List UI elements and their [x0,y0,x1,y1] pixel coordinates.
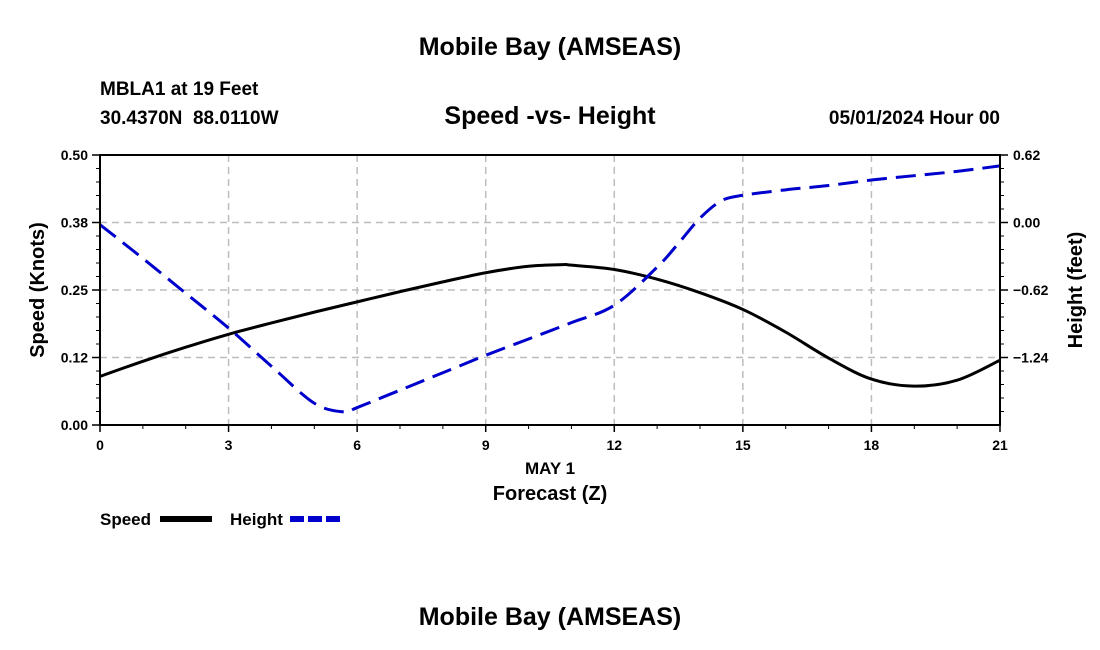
chart-title: Speed -vs- Height [444,102,656,130]
x-tick-label: 3 [225,437,233,453]
y-left-tick-label: 0.50 [61,147,88,163]
y-right-tick-label: −0.62 [1013,282,1049,298]
x-axis-label: Forecast (Z) [493,483,607,505]
legend-label-height: Height [230,510,283,529]
datetime-label: 05/01/2024 Hour 00 [829,108,1000,129]
series-lines [99,164,1001,414]
page-title-bottom: Mobile Bay (AMSEAS) [419,603,682,631]
x-tick-label: 0 [96,437,104,453]
station-label: MBLA1 at 19 Feet [100,79,259,100]
series-line-speed [99,262,1001,388]
y-left-tick-label: 0.25 [61,282,88,298]
x-tick-label: 9 [482,437,490,453]
x-tick-label: 21 [992,437,1008,453]
y-left-tick-label: 0.00 [61,417,88,433]
x-axis-date-label: MAY 1 [525,459,575,478]
y-right-tick-label: 0.62 [1013,147,1040,163]
y-axis-left-label: Speed (Knots) [27,222,49,358]
x-tick-label: 12 [606,437,622,453]
y-axis-right-label: Height (feet) [1065,232,1087,349]
x-tick-label: 6 [353,437,361,453]
y-right-tick-label: 0.00 [1013,215,1040,231]
x-tick-label: 15 [735,437,751,453]
series-line-height [99,164,1001,414]
page-title-top: Mobile Bay (AMSEAS) [419,33,682,61]
x-tick-label: 18 [864,437,880,453]
legend: Speed Height [100,510,342,529]
y-left-tick-label: 0.12 [61,350,88,366]
coordinates-label: 30.4370N 88.0110W [100,108,279,129]
y-right-tick-label: −1.24 [1013,350,1049,366]
axis-ticks: 0 3 6 9 12 15 18 21 0.00 0.12 0.25 0.38 0.50 −1.24 −0.… [61,147,1049,453]
legend-label-speed: Speed [100,510,151,529]
y-left-tick-label: 0.38 [61,215,88,231]
grid-lines [100,154,1000,426]
